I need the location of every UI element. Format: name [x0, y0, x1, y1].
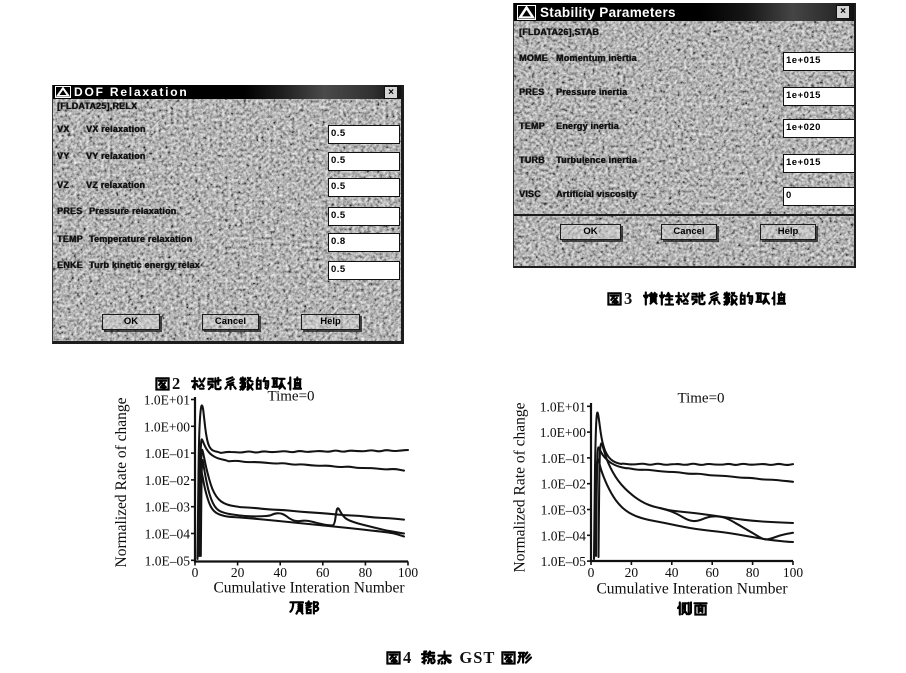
- svg-text:1.0E–04: 1.0E–04: [145, 527, 191, 542]
- svg-text:40: 40: [665, 565, 679, 580]
- svg-text:1.0E+00: 1.0E+00: [540, 425, 586, 440]
- svg-text:1.0E+01: 1.0E+01: [144, 393, 190, 408]
- svg-text:Normalized Rate of change: Normalized Rate of change: [512, 402, 529, 572]
- svg-text:20: 20: [231, 565, 245, 580]
- svg-text:1.0E–03: 1.0E–03: [541, 503, 587, 518]
- svg-text:80: 80: [746, 565, 760, 580]
- svg-text:100: 100: [398, 565, 419, 580]
- svg-text:20: 20: [625, 565, 639, 580]
- svg-text:Time=0: Time=0: [677, 391, 724, 407]
- svg-text:60: 60: [705, 565, 719, 580]
- svg-text:0: 0: [192, 565, 199, 580]
- svg-text:80: 80: [359, 565, 373, 580]
- svg-text:40: 40: [273, 565, 287, 580]
- svg-text:1.0E–01: 1.0E–01: [541, 451, 586, 466]
- svg-text:Cumulative Interation Number: Cumulative Interation Number: [596, 581, 788, 598]
- svg-text:1.0E–04: 1.0E–04: [541, 528, 587, 543]
- svg-text:1.0E–02: 1.0E–02: [145, 473, 190, 488]
- svg-text:100: 100: [783, 565, 804, 580]
- svg-text:Cumulative Interation Number: Cumulative Interation Number: [213, 580, 405, 597]
- svg-text:1.0E–01: 1.0E–01: [145, 446, 190, 461]
- svg-text:1.0E–05: 1.0E–05: [541, 554, 587, 569]
- svg-text:60: 60: [316, 565, 330, 580]
- svg-text:1.0E–02: 1.0E–02: [541, 477, 586, 492]
- svg-text:1.0E+00: 1.0E+00: [144, 419, 190, 434]
- svg-text:0: 0: [588, 565, 595, 580]
- svg-text:1.0E–05: 1.0E–05: [145, 553, 191, 568]
- svg-text:1.0E+01: 1.0E+01: [540, 399, 586, 414]
- svg-text:Time=0: Time=0: [267, 389, 314, 405]
- svg-text:1.0E–03: 1.0E–03: [145, 500, 191, 515]
- svg-text:Normalized Rate of change: Normalized Rate of change: [113, 397, 130, 567]
